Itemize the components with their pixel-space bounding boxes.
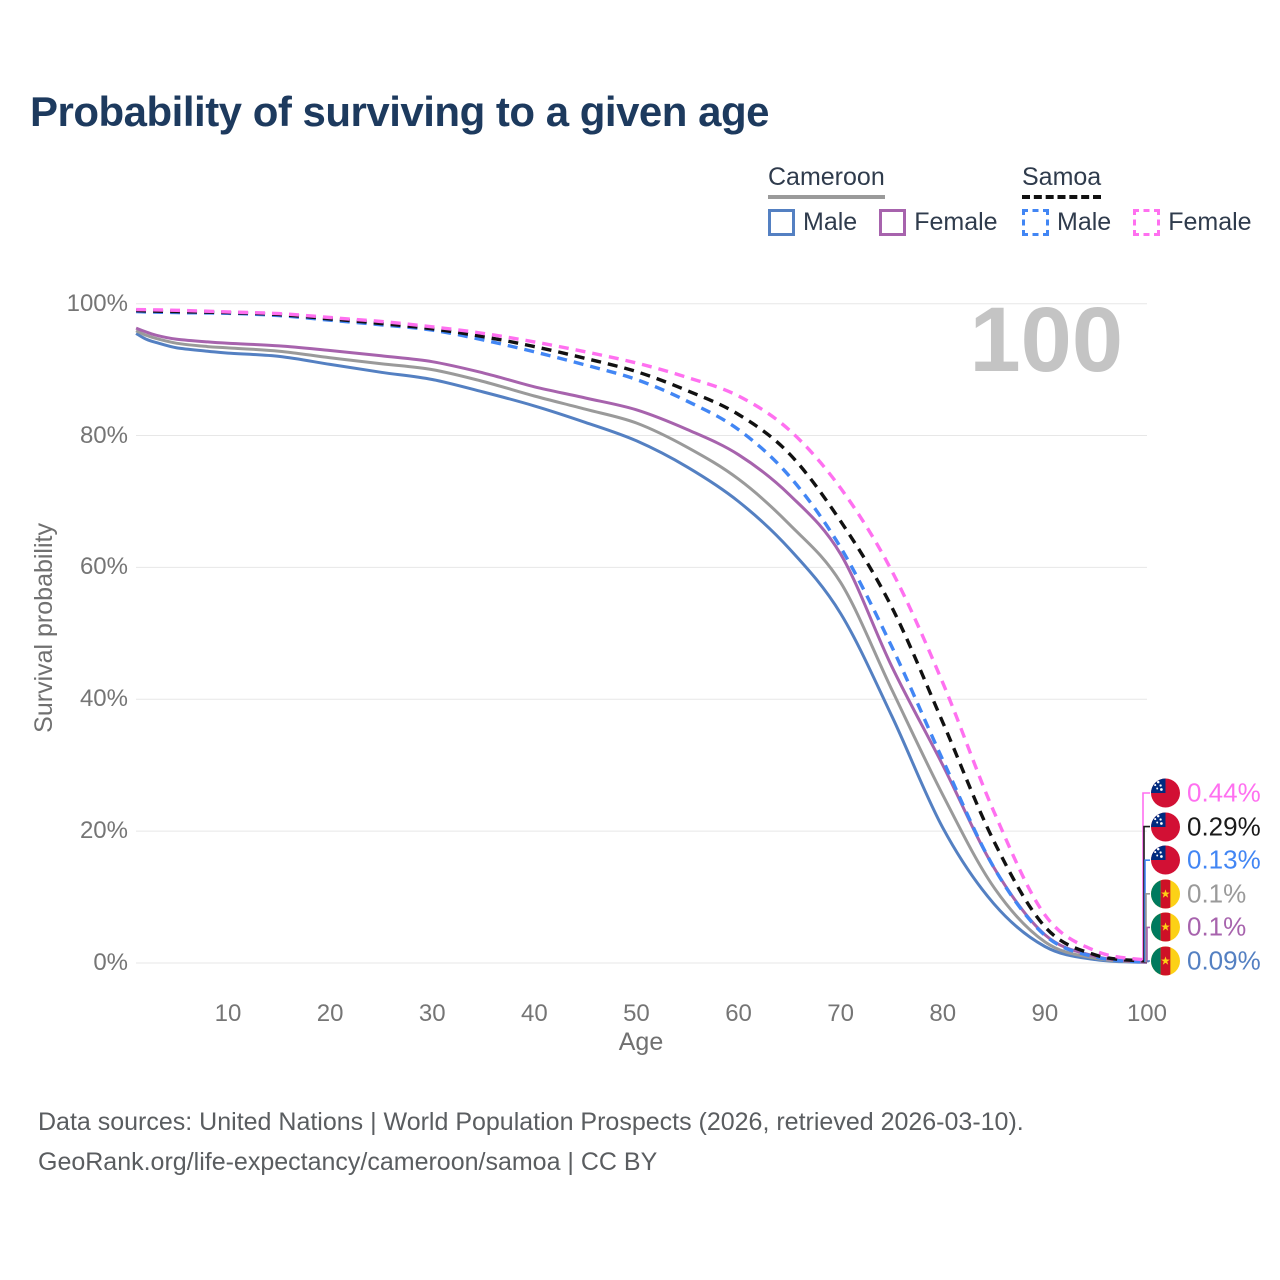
cameroon-flag-icon — [1151, 946, 1180, 976]
end-label-samoa-male: 0.13% — [1151, 845, 1261, 876]
page-title: Probability of surviving to a given age — [30, 88, 769, 135]
leader-line-cameroon-total — [1145, 893, 1150, 963]
leader-line-cameroon-male — [1147, 960, 1150, 963]
y-tick-label-80: 80% — [79, 421, 128, 449]
x-tick-label-20: 20 — [316, 1000, 344, 1027]
series-line-cameroon-female[interactable] — [135, 326, 1148, 964]
end-label-samoa-total: 0.29% — [1151, 811, 1261, 842]
end-value-cameroon-male: 0.09% — [1187, 945, 1261, 976]
legend-swatch-cameroon-female[interactable] — [879, 209, 907, 236]
y-tick-label-100: 100% — [66, 289, 128, 317]
legend-country-samoa[interactable]: Samoa — [1022, 163, 1102, 199]
age-watermark: 100 — [969, 289, 1124, 391]
footer-data-sources: Data sources: United Nations | World Pop… — [38, 1108, 1024, 1136]
series-line-samoa-female[interactable] — [136, 307, 1148, 962]
y-tick-label-60: 60% — [79, 553, 128, 581]
x-tick-label-30: 30 — [418, 1000, 446, 1027]
samoa-flag-icon — [1151, 812, 1180, 842]
y-tick-label-40: 40% — [79, 685, 128, 713]
x-tick-label-50: 50 — [623, 1000, 650, 1027]
y-tick-label-0: 0% — [93, 949, 128, 976]
end-value-samoa-male: 0.13% — [1187, 844, 1261, 875]
legend-items-cameroon: Male Female — [768, 208, 1020, 237]
legend-swatch-cameroon-male[interactable] — [768, 209, 795, 236]
end-label-cameroon-female: 0.1% — [1151, 912, 1246, 943]
x-tick-label-40: 40 — [520, 1000, 548, 1027]
series-line-cameroon-male[interactable] — [135, 332, 1148, 964]
x-tick-label-60: 60 — [725, 1000, 752, 1027]
x-tick-label-100: 100 — [1126, 1000, 1168, 1027]
legend-label-samoa-male[interactable]: Male — [1057, 208, 1112, 236]
samoa-flag-icon — [1151, 845, 1180, 875]
end-label-cameroon-total: 0.1% — [1151, 878, 1246, 909]
end-value-samoa-total: 0.29% — [1187, 811, 1261, 842]
cameroon-flag-icon — [1151, 912, 1180, 942]
x-axis-title: Age — [618, 1028, 664, 1056]
end-value-cameroon-female: 0.1% — [1187, 911, 1247, 942]
legend-group-samoa: Samoa Male Female — [1022, 163, 1274, 237]
legend-items-samoa: Male Female — [1022, 208, 1274, 237]
legend-country-cameroon[interactable]: Cameroon — [768, 163, 885, 199]
samoa-flag-icon — [1151, 778, 1180, 808]
leader-line-samoa-female — [1142, 792, 1150, 961]
legend-label-samoa-female[interactable]: Female — [1168, 208, 1252, 236]
legend-swatch-samoa-female[interactable] — [1133, 209, 1161, 236]
legend-label-cameroon-male[interactable]: Male — [803, 208, 858, 236]
leader-line-samoa-male — [1144, 859, 1150, 963]
end-label-samoa-female: 0.44% — [1151, 778, 1261, 809]
end-label-cameroon-male: 0.09% — [1151, 946, 1261, 977]
leader-line-samoa-total — [1143, 825, 1150, 962]
series-line-cameroon-total[interactable] — [135, 329, 1148, 964]
x-tick-label-10: 10 — [214, 1000, 242, 1027]
series-line-samoa-total[interactable] — [136, 308, 1148, 963]
legend-label-cameroon-female[interactable]: Female — [914, 208, 998, 236]
y-tick-label-20: 20% — [79, 817, 128, 845]
end-value-cameroon-total: 0.1% — [1187, 878, 1247, 909]
footer-attribution: GeoRank.org/life-expectancy/cameroon/sam… — [38, 1148, 658, 1176]
x-tick-label-70: 70 — [827, 1000, 855, 1027]
series-line-samoa-male[interactable] — [136, 309, 1148, 964]
legend-swatch-samoa-male[interactable] — [1022, 209, 1049, 236]
leader-line-cameroon-female — [1146, 926, 1150, 963]
legend-group-cameroon: Cameroon Male Female — [768, 163, 1020, 237]
x-tick-label-80: 80 — [929, 1000, 957, 1027]
cameroon-flag-icon — [1151, 879, 1180, 909]
end-value-samoa-female: 0.44% — [1187, 777, 1261, 808]
x-tick-label-90: 90 — [1031, 1000, 1059, 1027]
